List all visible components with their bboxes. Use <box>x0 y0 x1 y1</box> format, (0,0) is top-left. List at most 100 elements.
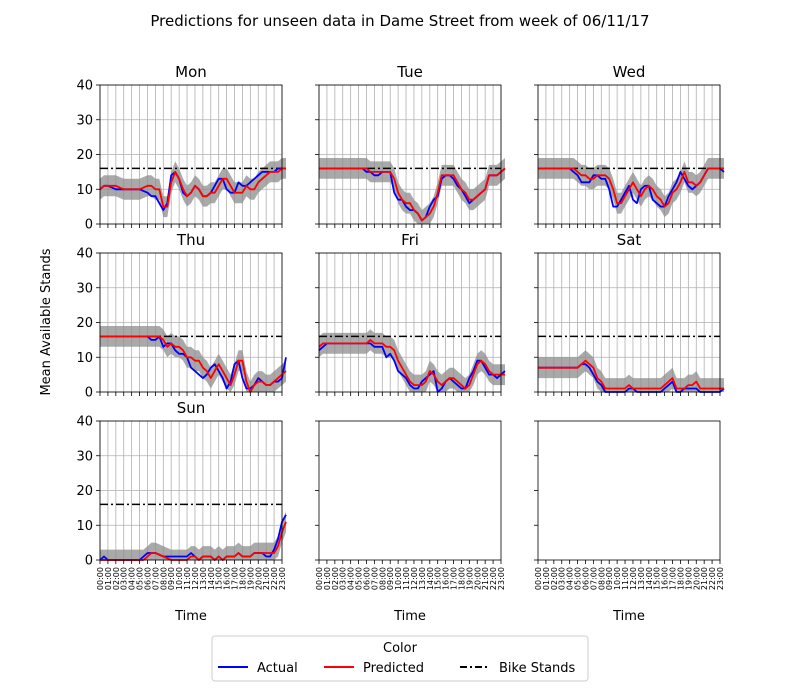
subplot-wed: Wed <box>534 63 725 228</box>
x-tick-label: 22:00 <box>708 567 717 590</box>
x-tick-label: 19:00 <box>684 567 693 590</box>
legend-label: Bike Stands <box>499 661 576 676</box>
x-tick-label: 00:00 <box>96 567 105 590</box>
subplot-sat: Sat <box>534 231 725 396</box>
y-axis-label: Mean Available Stands <box>39 248 54 395</box>
subplot-title: Sat <box>617 231 642 249</box>
x-tick-label: 05:00 <box>136 567 145 590</box>
x-axis-label: Time <box>393 609 426 624</box>
x-tick-label: 19:00 <box>465 567 474 590</box>
x-tick-label: 10:00 <box>175 567 184 590</box>
y-tick-label: 40 <box>76 247 93 262</box>
x-tick-label: 18:00 <box>457 567 466 590</box>
x-tick-label: 16:00 <box>661 567 670 590</box>
x-tick-label: 15:00 <box>215 567 224 590</box>
x-tick-label: 17:00 <box>669 567 678 590</box>
x-tick-label: 23:00 <box>278 567 287 590</box>
x-tick-label: 17:00 <box>231 567 240 590</box>
x-tick-label: 00:00 <box>534 567 543 590</box>
figure-title: Predictions for unseen data in Dame Stre… <box>150 12 649 30</box>
x-tick-label: 03:00 <box>339 567 348 590</box>
plot-area <box>538 421 720 560</box>
x-axis-label: Time <box>612 609 645 624</box>
x-tick-label: 16:00 <box>223 567 232 590</box>
x-tick-label: 23:00 <box>716 567 725 590</box>
legend-label: Actual <box>257 661 298 676</box>
x-tick-label: 08:00 <box>159 567 168 590</box>
x-tick-label: 07:00 <box>589 567 598 590</box>
x-tick-label: 03:00 <box>558 567 567 590</box>
y-tick-label: 30 <box>76 281 93 296</box>
x-tick-label: 11:00 <box>621 567 630 590</box>
x-tick-label: 06:00 <box>144 567 153 590</box>
x-tick-label: 21:00 <box>481 567 490 590</box>
x-tick-label: 12:00 <box>629 567 638 590</box>
x-tick-label: 08:00 <box>597 567 606 590</box>
y-tick-label: 20 <box>76 484 93 499</box>
legend-entry-actual: Actual <box>218 661 298 676</box>
x-tick-label: 13:00 <box>199 567 208 590</box>
y-tick-label: 0 <box>85 218 93 233</box>
predicted-series-line <box>319 167 506 222</box>
y-tick-label: 10 <box>76 183 93 198</box>
x-tick-label: 15:00 <box>653 567 662 590</box>
legend-title: Color <box>383 641 418 656</box>
legend-label: Predicted <box>363 661 424 676</box>
x-tick-label: 13:00 <box>418 567 427 590</box>
x-tick-label: 07:00 <box>151 567 160 590</box>
subplot-title: Wed <box>613 63 646 81</box>
x-tick-label: 15:00 <box>434 567 443 590</box>
x-tick-label: 19:00 <box>246 567 255 590</box>
x-tick-label: 12:00 <box>410 567 419 590</box>
legend-box <box>211 635 589 682</box>
x-tick-label: 04:00 <box>347 567 356 590</box>
x-tick-label: 18:00 <box>676 567 685 590</box>
legend-entry-predicted: Predicted <box>324 661 424 676</box>
y-tick-label: 20 <box>76 148 93 163</box>
x-tick-label: 06:00 <box>363 567 372 590</box>
y-tick-label: 0 <box>85 554 93 569</box>
x-tick-label: 08:00 <box>378 567 387 590</box>
x-tick-label: 21:00 <box>700 567 709 590</box>
x-tick-label: 13:00 <box>637 567 646 590</box>
x-tick-label: 01:00 <box>542 567 551 590</box>
predicted-series-line <box>100 335 287 393</box>
x-tick-label: 23:00 <box>497 567 506 590</box>
x-tick-label: 03:00 <box>120 567 129 590</box>
y-tick-label: 30 <box>76 113 93 128</box>
subplot-title: Mon <box>175 63 207 81</box>
x-tick-label: 21:00 <box>262 567 271 590</box>
x-tick-label: 22:00 <box>270 567 279 590</box>
x-tick-label: 06:00 <box>582 567 591 590</box>
x-tick-label: 01:00 <box>323 567 332 590</box>
y-tick-label: 20 <box>76 316 93 331</box>
x-tick-label: 07:00 <box>370 567 379 590</box>
y-tick-label: 10 <box>76 519 93 534</box>
x-tick-label: 14:00 <box>426 567 435 590</box>
predicted-series-line <box>538 167 724 208</box>
y-tick-label: 30 <box>76 449 93 464</box>
x-tick-label: 02:00 <box>112 567 121 590</box>
plot-area <box>319 421 501 560</box>
y-tick-label: 10 <box>76 351 93 366</box>
x-tick-label: 02:00 <box>550 567 559 590</box>
x-tick-label: 11:00 <box>402 567 411 590</box>
x-tick-label: 09:00 <box>386 567 395 590</box>
x-tick-label: 01:00 <box>104 567 113 590</box>
x-tick-label: 10:00 <box>394 567 403 590</box>
legend-entry-bike-stands: Bike Stands <box>460 661 576 676</box>
x-tick-label: 10:00 <box>613 567 622 590</box>
actual-series-line <box>538 167 725 208</box>
predicted-series-line <box>318 338 505 390</box>
x-tick-label: 09:00 <box>167 567 176 590</box>
x-tick-label: 14:00 <box>645 567 654 590</box>
x-tick-label: 14:00 <box>207 567 216 590</box>
prediction-band <box>319 158 505 224</box>
subplots-grid: Mon 0 10 20 30 40 Tue Wed Thu 0 10 20 30 40 Fri Sat Sun 0… <box>76 63 725 624</box>
subplot-title: Fri <box>401 231 419 249</box>
subplot-title: Tue <box>396 63 423 81</box>
x-tick-label: 11:00 <box>183 567 192 590</box>
